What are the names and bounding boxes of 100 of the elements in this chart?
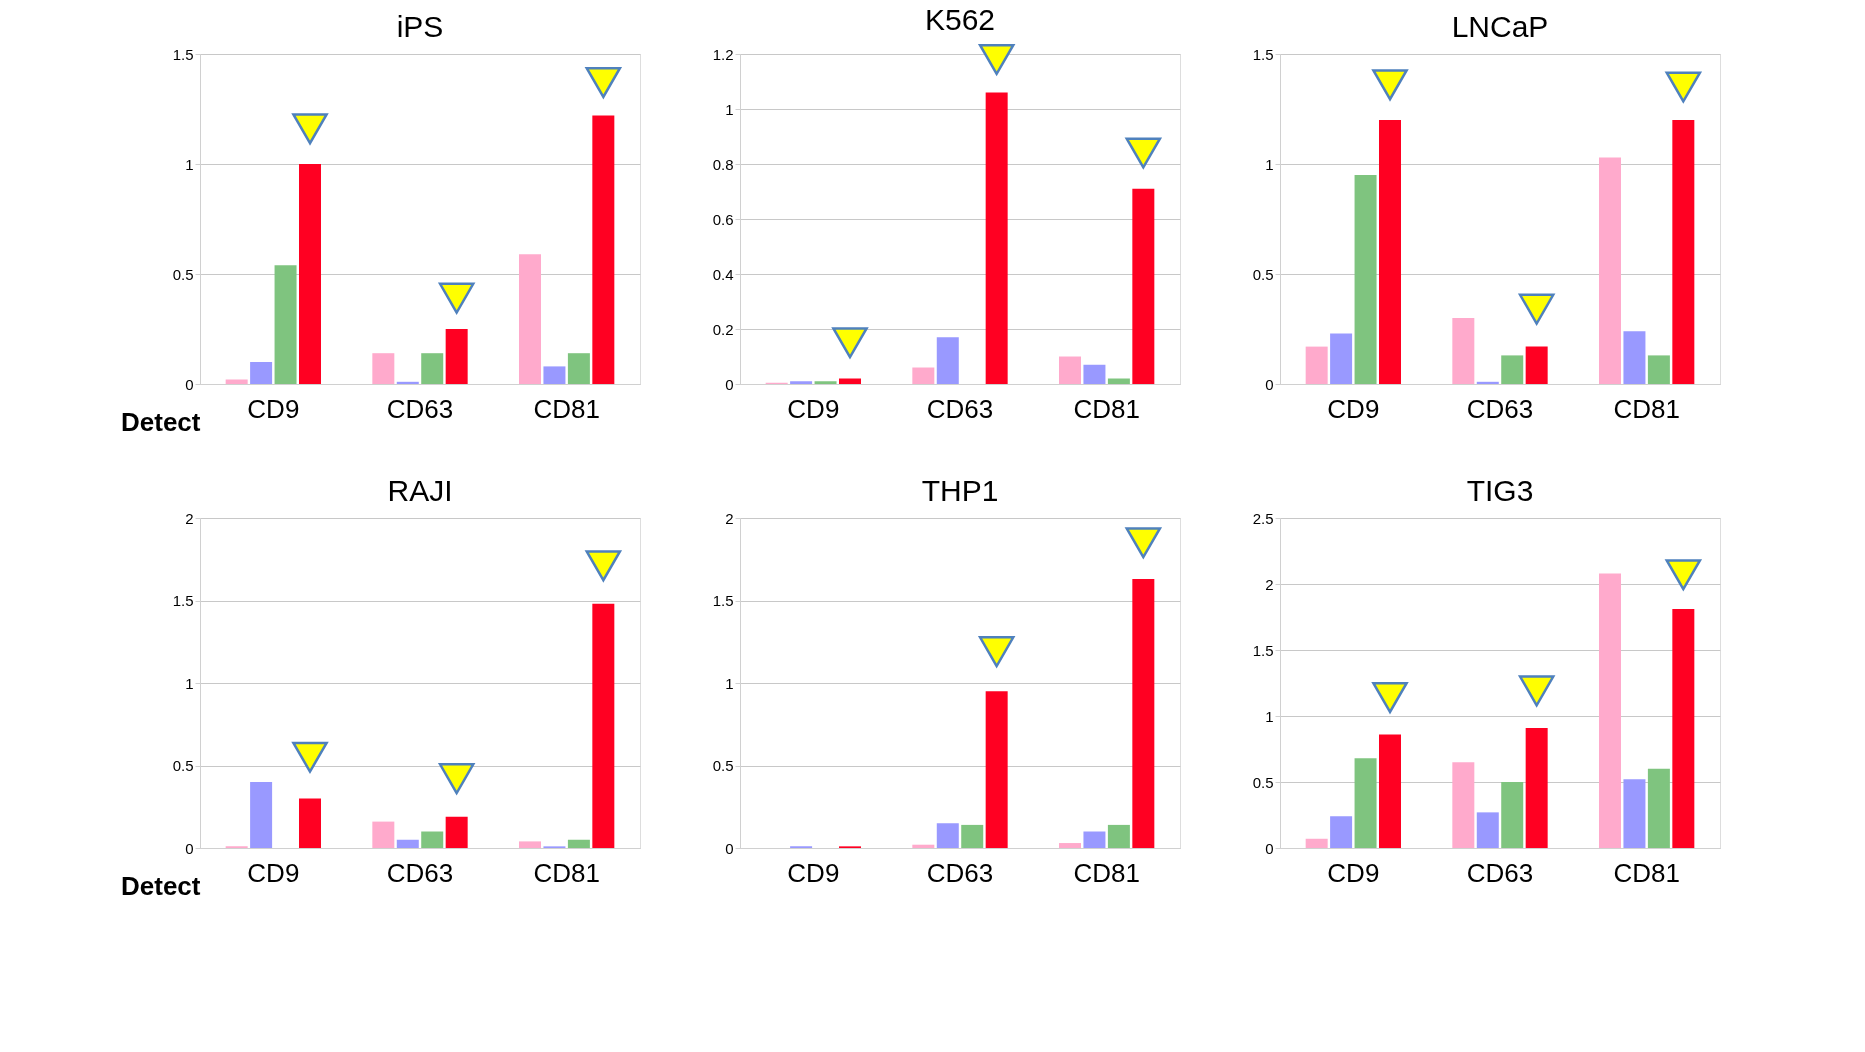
y-tick-label: 0	[1265, 839, 1274, 857]
chart-title: RAJI	[387, 474, 453, 507]
bar	[299, 164, 321, 384]
bar	[1379, 734, 1401, 848]
y-tick-label: 1	[725, 674, 734, 692]
y-tick-label: 0	[185, 375, 194, 393]
bar	[519, 254, 541, 384]
bar	[912, 844, 935, 848]
y-tick-label: 1	[185, 674, 194, 692]
bar	[1599, 157, 1621, 384]
bar	[1452, 762, 1475, 848]
x-tick-label: CD9	[247, 857, 300, 888]
x-tick-label: CD81	[533, 393, 600, 424]
bar	[1059, 843, 1081, 848]
x-tick-label: CD63	[386, 393, 454, 424]
bar	[421, 831, 444, 848]
bar	[985, 691, 1008, 848]
bar	[1672, 120, 1695, 384]
point	[1372, 69, 1408, 101]
x-tick-label: CD63	[1466, 857, 1534, 888]
x-tick-label: CD9	[247, 393, 300, 424]
bar	[1107, 824, 1130, 848]
point	[978, 43, 1015, 76]
x-tick-label: CD9	[787, 857, 840, 888]
bar	[592, 115, 615, 384]
bar	[1623, 331, 1646, 384]
y-tick-label: 1.5	[712, 592, 734, 609]
point	[292, 741, 328, 773]
y-tick-label: 0.2	[712, 320, 734, 338]
chart-title: K562	[924, 3, 996, 37]
bar	[1525, 727, 1548, 848]
bar	[250, 782, 273, 848]
y-tick-label: 0.5	[172, 265, 194, 283]
x-tick-label: CD9	[1327, 857, 1380, 888]
bar	[1083, 831, 1106, 848]
bar	[936, 337, 959, 384]
y-tick-label: 1.2	[712, 45, 734, 63]
bar	[519, 841, 541, 848]
y-tick-label: 0.5	[172, 757, 194, 774]
y-tick-label: 1.5	[1252, 45, 1274, 63]
bar	[1476, 812, 1499, 848]
x-tick-label: CD81	[533, 857, 600, 888]
x-tick-label: CD63	[926, 857, 994, 888]
bar	[396, 381, 419, 384]
y-tick-label: 0	[725, 375, 734, 393]
x-tick-label: CD9	[787, 393, 840, 424]
x-tick-label: CD63	[926, 393, 994, 424]
bar	[1132, 188, 1155, 384]
y-tick-label: 1.5	[1252, 641, 1274, 659]
point	[1518, 293, 1555, 325]
y-tick-label: 0.5	[1252, 773, 1274, 791]
y-tick-label: 0	[725, 839, 734, 857]
x-axis-title: Detect	[121, 870, 201, 901]
chart-title: TIG3	[1466, 474, 1534, 507]
bar	[1330, 333, 1353, 384]
point	[1518, 675, 1555, 707]
x-tick-label: CD63	[386, 857, 454, 888]
bar	[445, 816, 468, 848]
point	[1125, 137, 1162, 169]
bar	[1059, 356, 1081, 384]
bar	[250, 362, 273, 384]
bar	[839, 378, 861, 384]
bar	[396, 839, 419, 848]
bar	[1476, 381, 1499, 384]
point	[1372, 681, 1408, 714]
y-tick-label: 0.5	[712, 757, 734, 774]
bar	[299, 798, 321, 848]
bar	[912, 367, 935, 384]
x-axis-title: Detect	[121, 406, 201, 437]
point	[1665, 559, 1702, 591]
bar	[567, 839, 590, 848]
y-tick-label: 1	[1265, 707, 1274, 725]
bar	[936, 823, 959, 848]
bar	[1354, 175, 1377, 384]
bar	[592, 603, 615, 848]
y-tick-label: 0.8	[712, 155, 734, 173]
bar	[445, 329, 468, 384]
bar	[421, 353, 444, 384]
y-tick-label: 0	[1265, 375, 1274, 393]
bar	[1525, 346, 1548, 384]
y-tick-label: 0.5	[1252, 265, 1274, 283]
bar	[1501, 355, 1524, 384]
point	[585, 550, 622, 582]
chart-title: LNCaP	[1451, 10, 1549, 43]
y-tick-label: 2	[1265, 575, 1274, 593]
x-tick-label: CD63	[1466, 393, 1534, 424]
point	[585, 66, 622, 99]
y-tick-label: 1	[725, 100, 734, 118]
y-tick-label: 2	[185, 509, 194, 527]
bar	[1647, 768, 1670, 848]
y-tick-label: 1.5	[172, 592, 194, 609]
x-tick-label: CD81	[1613, 393, 1680, 424]
bar	[985, 92, 1008, 384]
bar	[1132, 579, 1155, 848]
y-tick-label: 0.6	[712, 210, 734, 228]
point	[438, 282, 475, 314]
bar	[1330, 816, 1353, 848]
bar	[1452, 318, 1475, 384]
bar	[1672, 609, 1695, 848]
bar	[1354, 758, 1377, 848]
